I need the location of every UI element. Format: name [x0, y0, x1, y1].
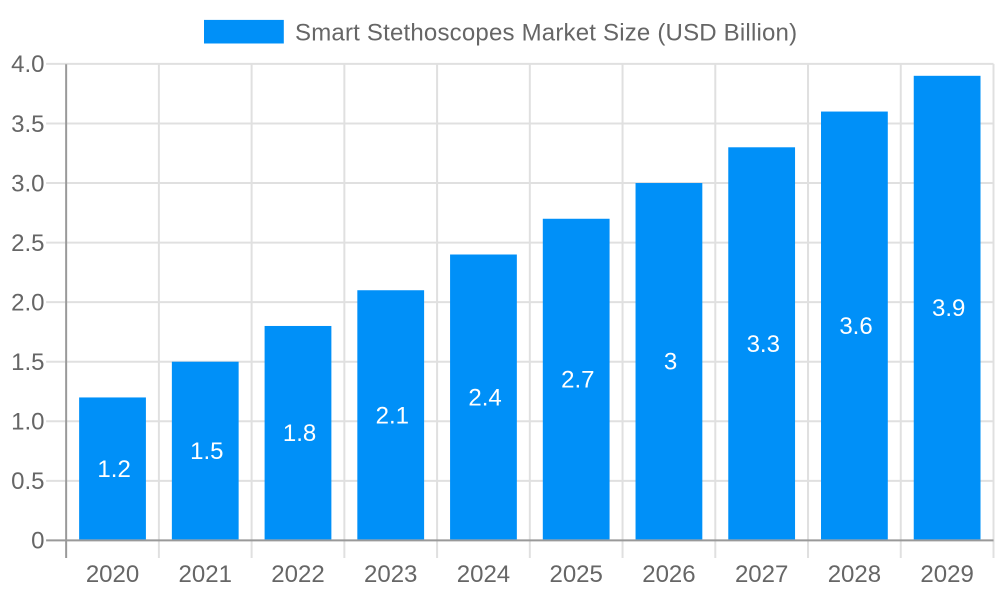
svg-text:2024: 2024 — [457, 561, 510, 588]
svg-text:1.2: 1.2 — [97, 456, 130, 483]
svg-text:2.7: 2.7 — [561, 367, 594, 394]
svg-text:Smart Stethoscopes Market Size: Smart Stethoscopes Market Size (USD Bill… — [295, 20, 797, 47]
svg-text:2.0: 2.0 — [11, 289, 44, 316]
svg-text:3: 3 — [664, 349, 677, 376]
svg-text:4.0: 4.0 — [11, 51, 44, 78]
svg-text:3.3: 3.3 — [747, 331, 780, 358]
svg-text:3.9: 3.9 — [932, 295, 965, 322]
svg-text:1.5: 1.5 — [11, 349, 44, 376]
svg-text:2021: 2021 — [179, 561, 232, 588]
svg-text:2.5: 2.5 — [11, 230, 44, 257]
svg-text:2026: 2026 — [642, 561, 695, 588]
svg-text:2023: 2023 — [364, 561, 417, 588]
svg-text:2029: 2029 — [920, 561, 973, 588]
svg-text:1.8: 1.8 — [283, 420, 316, 447]
svg-text:2025: 2025 — [549, 561, 602, 588]
svg-text:2.4: 2.4 — [468, 384, 501, 411]
svg-text:3.0: 3.0 — [11, 170, 44, 197]
svg-text:0: 0 — [31, 528, 44, 555]
svg-text:3.6: 3.6 — [839, 313, 872, 340]
svg-text:1.5: 1.5 — [190, 438, 223, 465]
svg-text:2027: 2027 — [735, 561, 788, 588]
svg-text:2022: 2022 — [271, 561, 324, 588]
svg-text:2020: 2020 — [86, 561, 139, 588]
svg-text:3.5: 3.5 — [11, 111, 44, 138]
svg-text:2.1: 2.1 — [376, 402, 409, 429]
svg-text:2028: 2028 — [828, 561, 881, 588]
svg-text:1.0: 1.0 — [11, 409, 44, 436]
svg-text:0.5: 0.5 — [11, 468, 44, 495]
